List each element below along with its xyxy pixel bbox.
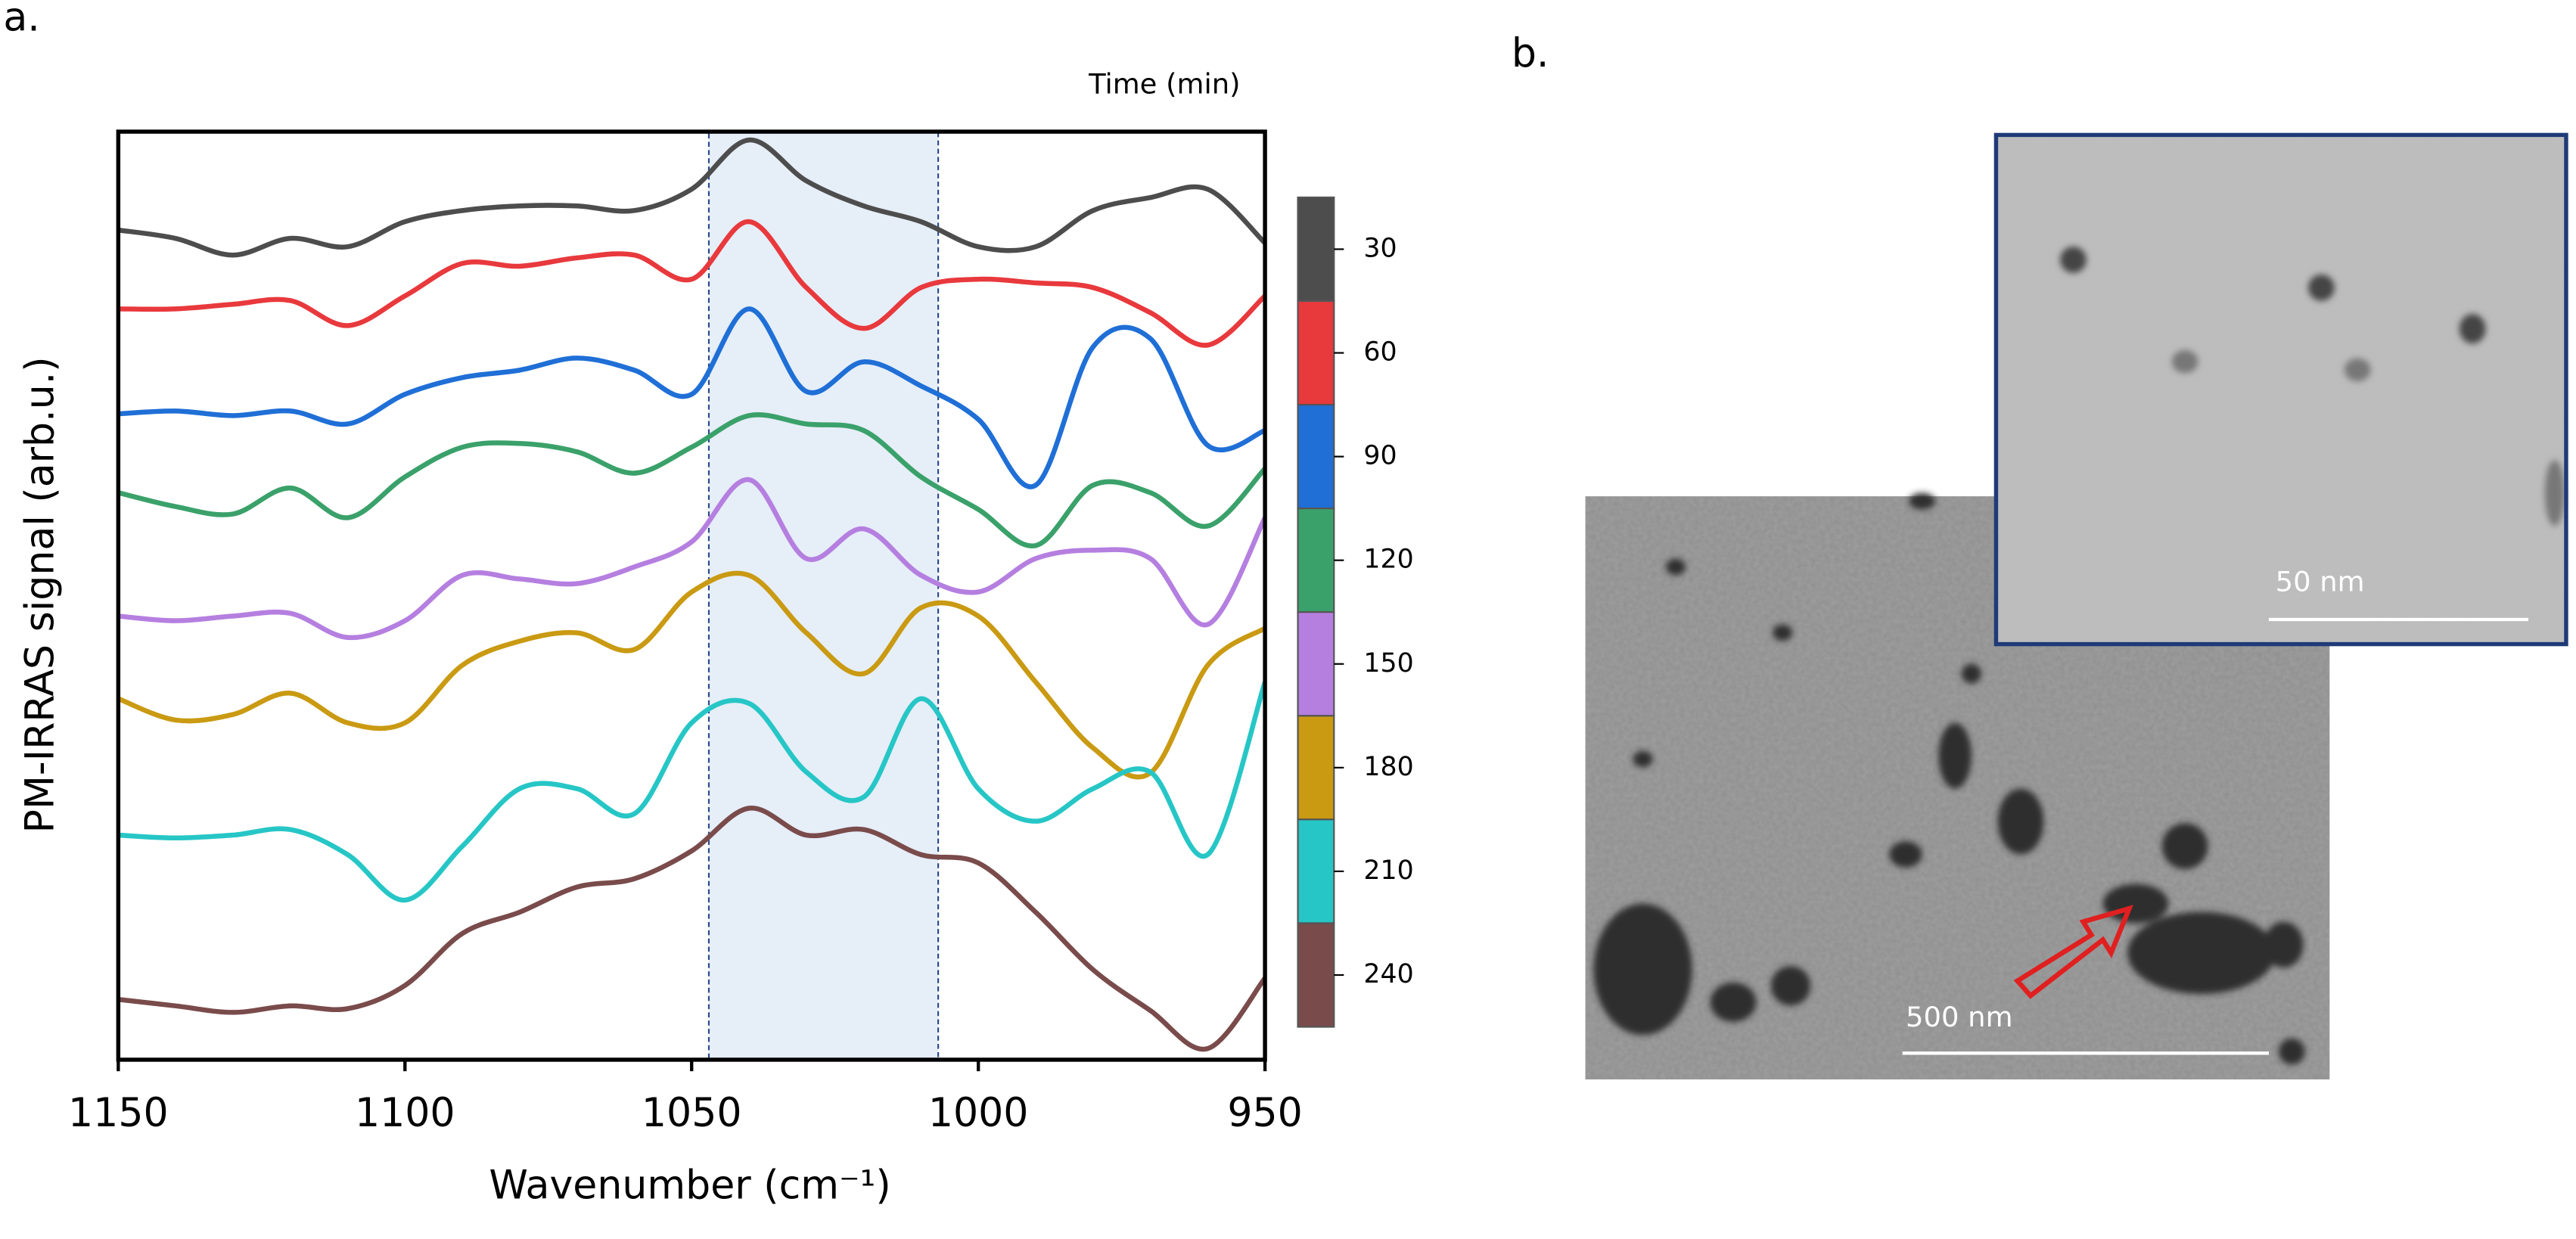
legend-swatch: [1297, 818, 1335, 924]
x-tick-label: 1050: [642, 1091, 742, 1136]
spectrum-line: [117, 412, 1267, 548]
legend-swatch: [1297, 403, 1335, 510]
legend-swatch: [1297, 508, 1335, 613]
legend-swatch: [1297, 611, 1335, 717]
tem-particles: [1593, 492, 2305, 1065]
legend-label: 30: [1363, 233, 1397, 263]
inset-frame: [1993, 132, 2568, 647]
y-axis-label: PM-IRRAS signal (arb.u.): [17, 356, 63, 833]
legend-label: 150: [1363, 648, 1413, 678]
legend-label: 240: [1363, 959, 1413, 989]
arrow: [2013, 905, 2133, 999]
x-axis-label: Wavenumber (cm⁻¹): [489, 1163, 890, 1208]
spectrum-line: [118, 477, 1267, 641]
legend-label: 90: [1363, 441, 1397, 471]
plot-frame: [116, 129, 1267, 1062]
legend-swatch: [1297, 715, 1335, 821]
x-tick-label: 1000: [928, 1091, 1029, 1136]
legend-label: 120: [1363, 545, 1413, 575]
legend-label: 210: [1363, 856, 1413, 886]
legend-label: 60: [1363, 337, 1397, 368]
tem-image-inset: 50 nm: [1993, 132, 2568, 647]
spectrum-line: [117, 806, 1267, 1052]
panel-label: a.: [3, 0, 39, 40]
highlight-band: [707, 130, 940, 1061]
x-tick-label: 1100: [355, 1091, 455, 1136]
scale-bar-label: 50 nm: [2276, 566, 2365, 598]
legend-swatch: [1297, 196, 1335, 303]
legend-swatch: [1297, 922, 1335, 1028]
legend-title: Time (min): [1088, 68, 1240, 101]
x-tick-label: 1150: [68, 1091, 169, 1136]
spectrum-line: [118, 306, 1266, 489]
legend-label: 180: [1363, 752, 1413, 782]
x-tick-label: 950: [1227, 1091, 1302, 1136]
spectrum-line: [118, 219, 1267, 348]
scale-bar-label: 500 nm: [1906, 1001, 2013, 1033]
legend-swatch: [1297, 300, 1335, 406]
panel-label: b.: [1512, 31, 1549, 76]
spectrum-line: [117, 570, 1266, 780]
spectrum-line: [118, 681, 1268, 903]
spectrum-line: [117, 137, 1267, 258]
tem-texture: [1996, 135, 2566, 644]
tem-particles: [2060, 247, 2565, 526]
